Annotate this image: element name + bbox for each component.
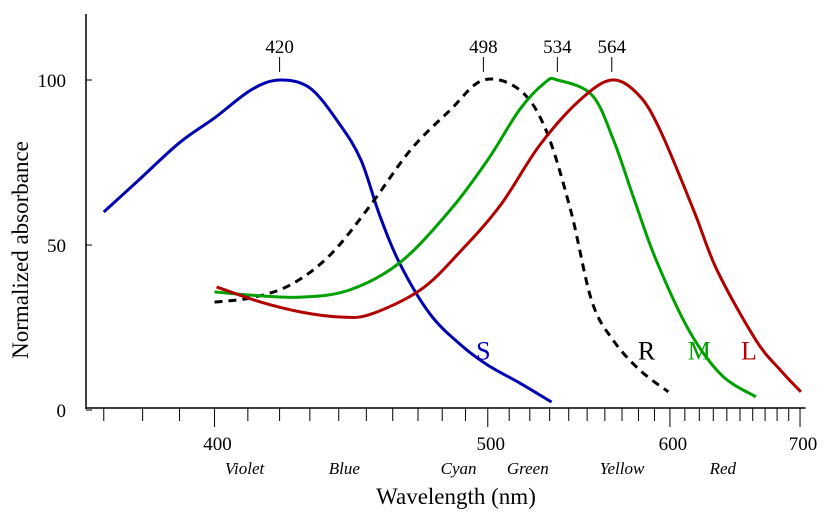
series-label-s: S [476, 337, 490, 366]
peak-label: 420 [265, 37, 294, 58]
peak-label: 534 [543, 37, 572, 58]
series-label-l: L [741, 337, 757, 366]
x-tick-label: 500 [477, 434, 506, 455]
curves [102, 76, 803, 404]
x-tick-label: 700 [789, 434, 818, 455]
y-tick-label: 0 [57, 401, 67, 422]
curve-r [214, 77, 670, 394]
series-label-r: R [638, 337, 656, 366]
y-tick-label: 50 [47, 236, 66, 257]
labels: Violet Blue Cyan Green Yellow Red 420 498 534 564… [225, 37, 757, 478]
x-tick-label: 400 [203, 434, 232, 455]
y-axis-label: Normalized absorbance [8, 141, 33, 359]
y-tick-label: 100 [38, 71, 67, 92]
axes: 0 50 100 400 500 600 700 [38, 14, 818, 455]
x-tick-label: 600 [659, 434, 688, 455]
x-axis-label: Wavelength (nm) [376, 484, 536, 509]
color-band-label: Violet [225, 459, 266, 478]
peak-label: 498 [469, 37, 498, 58]
color-band-label: Cyan [441, 459, 477, 478]
color-band-label: Blue [329, 459, 361, 478]
curve-s [102, 78, 553, 404]
peak-label: 564 [598, 37, 627, 58]
curve-m [214, 76, 757, 399]
color-band-label: Red [709, 459, 737, 478]
curve-l [216, 78, 803, 393]
series-label-m: M [688, 337, 711, 366]
color-band-label: Yellow [600, 459, 645, 478]
color-band-label: Green [507, 459, 549, 478]
